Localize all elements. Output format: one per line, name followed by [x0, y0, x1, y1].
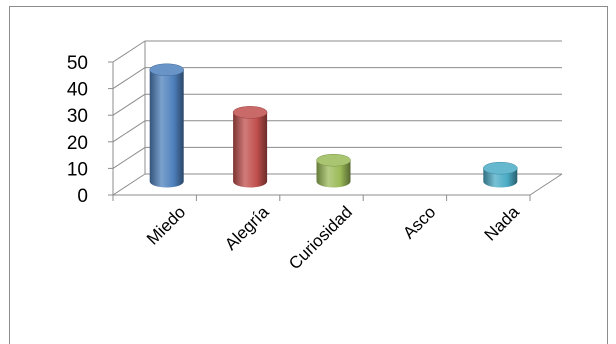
- bar-top: [232, 106, 268, 119]
- bar-top: [483, 161, 518, 175]
- bar-top: [316, 153, 351, 167]
- x-tick-label: Alegría: [221, 202, 273, 254]
- gridline-side: [112, 67, 146, 90]
- gridline-side: [112, 146, 146, 169]
- bar-body: [149, 69, 184, 188]
- y-tick-label: 50: [67, 53, 88, 74]
- y-tick-label: 0: [77, 186, 88, 207]
- gridline-side: [112, 40, 146, 63]
- floor-right-edge: [529, 173, 563, 196]
- gridline-side: [112, 173, 146, 196]
- bar-top: [149, 63, 184, 77]
- y-tick-label: 10: [67, 159, 88, 180]
- bar-body: [233, 112, 268, 188]
- x-axis-labels: Miedo Alegría Curiosidad Asco Nada: [143, 202, 523, 273]
- gridline-side: [112, 120, 146, 143]
- bar-nada: [483, 161, 518, 188]
- y-axis-labels: 0 10 20 30 40 50: [67, 53, 88, 207]
- x-tick-label: Asco: [399, 202, 439, 242]
- y-tick-label: 30: [67, 106, 88, 127]
- y-tick-label: 40: [67, 80, 88, 101]
- x-tick-label: Nada: [481, 202, 524, 245]
- bar-miedo: [149, 63, 184, 188]
- bar-alegría: [232, 106, 268, 188]
- y-tick-label: 20: [67, 133, 88, 154]
- chart-frame: [9, 6, 608, 344]
- bar-body: [316, 160, 351, 188]
- x-tick-label: Curiosidad: [285, 202, 356, 273]
- bar-curiosidad: [316, 153, 351, 188]
- x-tick-label: Miedo: [143, 202, 189, 248]
- chart-walls: [108, 41, 563, 201]
- bars: [149, 63, 518, 188]
- gridline-side: [112, 93, 146, 116]
- gridlines: [112, 40, 562, 196]
